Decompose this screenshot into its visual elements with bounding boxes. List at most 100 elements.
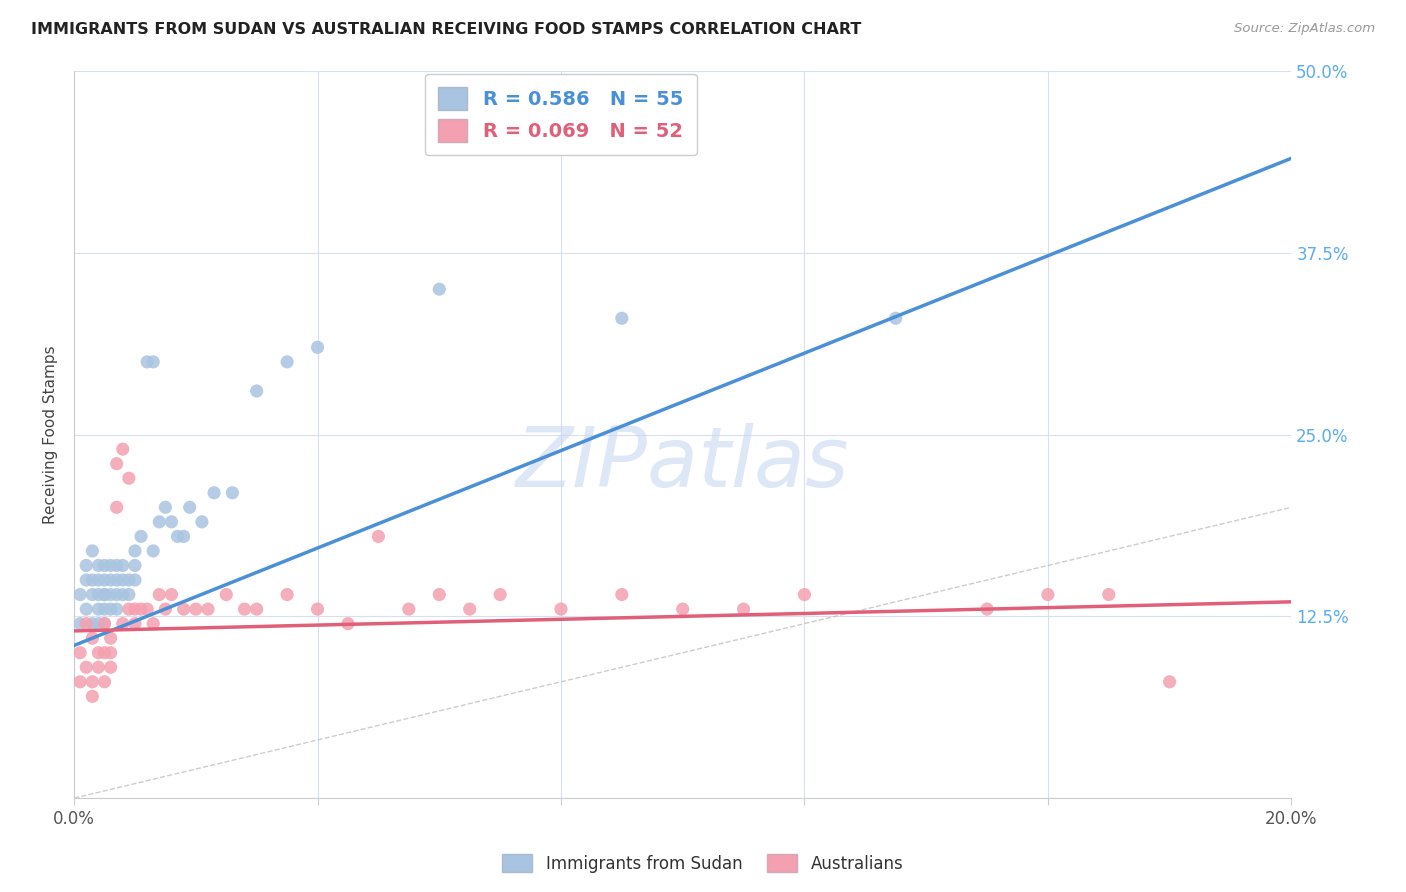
Point [155, 500, 177, 515]
Point [87, 588, 110, 602]
Point [75, 616, 97, 631]
Point [75, 660, 97, 674]
Point [129, 602, 152, 616]
Point [246, 602, 269, 616]
Point [105, 588, 128, 602]
Point [69, 674, 91, 689]
Point [136, 355, 159, 369]
Point [191, 515, 214, 529]
Point [124, 544, 146, 558]
Point [111, 558, 134, 573]
Point [75, 558, 97, 573]
Point [69, 646, 91, 660]
Point [93, 602, 115, 616]
Point [160, 588, 183, 602]
Point [166, 529, 188, 543]
Point [111, 616, 134, 631]
Point [550, 602, 572, 616]
Point [105, 558, 128, 573]
Point [93, 616, 115, 631]
Point [93, 674, 115, 689]
Point [276, 588, 298, 602]
Point [93, 588, 115, 602]
Point [129, 529, 152, 543]
Point [82, 544, 104, 558]
Point [124, 573, 146, 587]
Point [82, 690, 104, 704]
Point [884, 311, 907, 326]
Point [215, 588, 238, 602]
Point [976, 602, 998, 616]
Point [105, 573, 128, 587]
Point [118, 471, 141, 485]
Point [111, 442, 134, 457]
Y-axis label: Receiving Food Stamps: Receiving Food Stamps [44, 345, 58, 524]
Point [100, 631, 122, 645]
Point [610, 311, 633, 326]
Point [93, 573, 115, 587]
Point [124, 616, 146, 631]
Point [124, 602, 146, 616]
Point [100, 573, 122, 587]
Point [427, 588, 450, 602]
Point [87, 660, 110, 674]
Point [118, 588, 141, 602]
Point [173, 529, 195, 543]
Point [458, 602, 481, 616]
Text: IMMIGRANTS FROM SUDAN VS AUSTRALIAN RECEIVING FOOD STAMPS CORRELATION CHART: IMMIGRANTS FROM SUDAN VS AUSTRALIAN RECE… [31, 22, 862, 37]
Point [197, 602, 219, 616]
Point [69, 588, 91, 602]
Point [75, 573, 97, 587]
Point [173, 602, 195, 616]
Point [793, 588, 815, 602]
Point [93, 616, 115, 631]
Point [179, 500, 201, 515]
Point [142, 544, 165, 558]
Point [155, 602, 177, 616]
Point [246, 384, 269, 398]
Point [93, 646, 115, 660]
Point [105, 457, 128, 471]
Point [124, 558, 146, 573]
Point [307, 602, 329, 616]
Point [142, 616, 165, 631]
Point [111, 588, 134, 602]
Point [610, 588, 633, 602]
Point [221, 485, 243, 500]
Point [82, 616, 104, 631]
Legend: Immigrants from Sudan, Australians: Immigrants from Sudan, Australians [496, 847, 910, 880]
Point [100, 602, 122, 616]
Point [82, 573, 104, 587]
Point [100, 646, 122, 660]
Point [233, 602, 256, 616]
Point [276, 355, 298, 369]
Text: Source: ZipAtlas.com: Source: ZipAtlas.com [1234, 22, 1375, 36]
Point [427, 282, 450, 296]
Point [100, 558, 122, 573]
Point [100, 660, 122, 674]
Point [118, 573, 141, 587]
Point [184, 602, 207, 616]
Point [202, 485, 225, 500]
Point [105, 500, 128, 515]
Point [82, 588, 104, 602]
Point [69, 616, 91, 631]
Point [82, 631, 104, 645]
Point [1036, 588, 1059, 602]
Point [111, 573, 134, 587]
Point [82, 674, 104, 689]
Legend: R = 0.586   N = 55, R = 0.069   N = 52: R = 0.586 N = 55, R = 0.069 N = 52 [425, 73, 697, 155]
Point [307, 340, 329, 354]
Point [148, 588, 170, 602]
Point [93, 558, 115, 573]
Point [1159, 674, 1181, 689]
Point [100, 588, 122, 602]
Point [367, 529, 389, 543]
Point [672, 602, 695, 616]
Point [136, 602, 159, 616]
Point [118, 602, 141, 616]
Point [142, 355, 165, 369]
Text: ZIPatlas: ZIPatlas [516, 423, 849, 504]
Point [87, 602, 110, 616]
Point [87, 558, 110, 573]
